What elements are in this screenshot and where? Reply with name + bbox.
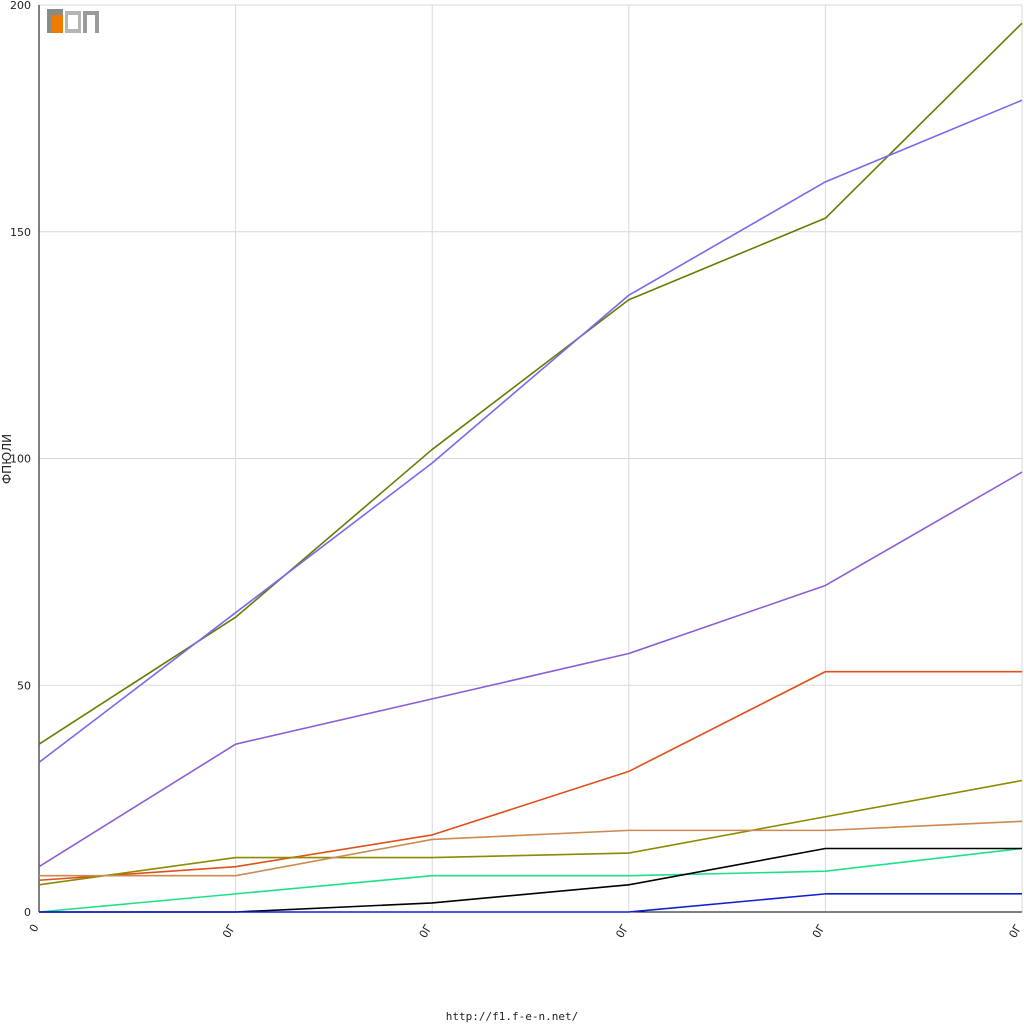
series-line bbox=[39, 820, 1023, 877]
series-line bbox=[38, 471, 1023, 868]
x-tick-label: 0Г bbox=[810, 922, 828, 941]
series-line bbox=[39, 847, 1022, 913]
x-tick-label: 0Г bbox=[220, 922, 238, 941]
grid bbox=[39, 4, 1023, 912]
series-line bbox=[38, 670, 1022, 882]
series-line bbox=[38, 22, 1023, 745]
series-line bbox=[39, 893, 1022, 913]
x-tick-label: 0Г bbox=[613, 922, 631, 941]
series-line bbox=[38, 99, 1023, 763]
y-axis-title: ФПЮЛИ bbox=[0, 434, 14, 484]
series-line bbox=[38, 779, 1023, 886]
x-tick-label: 0Г bbox=[417, 922, 435, 941]
y-tick-label: 0 bbox=[24, 906, 31, 919]
x-tick-label: 0 bbox=[27, 922, 42, 935]
y-tick-label: 150 bbox=[10, 226, 31, 239]
series-group bbox=[38, 22, 1023, 913]
y-tick-label: 200 bbox=[10, 0, 31, 12]
source-url[interactable]: http://f1.f-e-n.net/ bbox=[445, 1010, 579, 1023]
f1en-logo bbox=[47, 9, 99, 33]
y-tick-label: 50 bbox=[17, 679, 31, 692]
series-line bbox=[38, 847, 1023, 913]
x-tick-labels: 0 0Г 0Г 0Г 0Г 0Г bbox=[27, 922, 1024, 941]
y-tick-labels: 0 50 100 150 200 bbox=[10, 0, 31, 919]
x-tick-label: 0Г bbox=[1006, 922, 1024, 941]
y-tick-label: 100 bbox=[10, 453, 31, 466]
